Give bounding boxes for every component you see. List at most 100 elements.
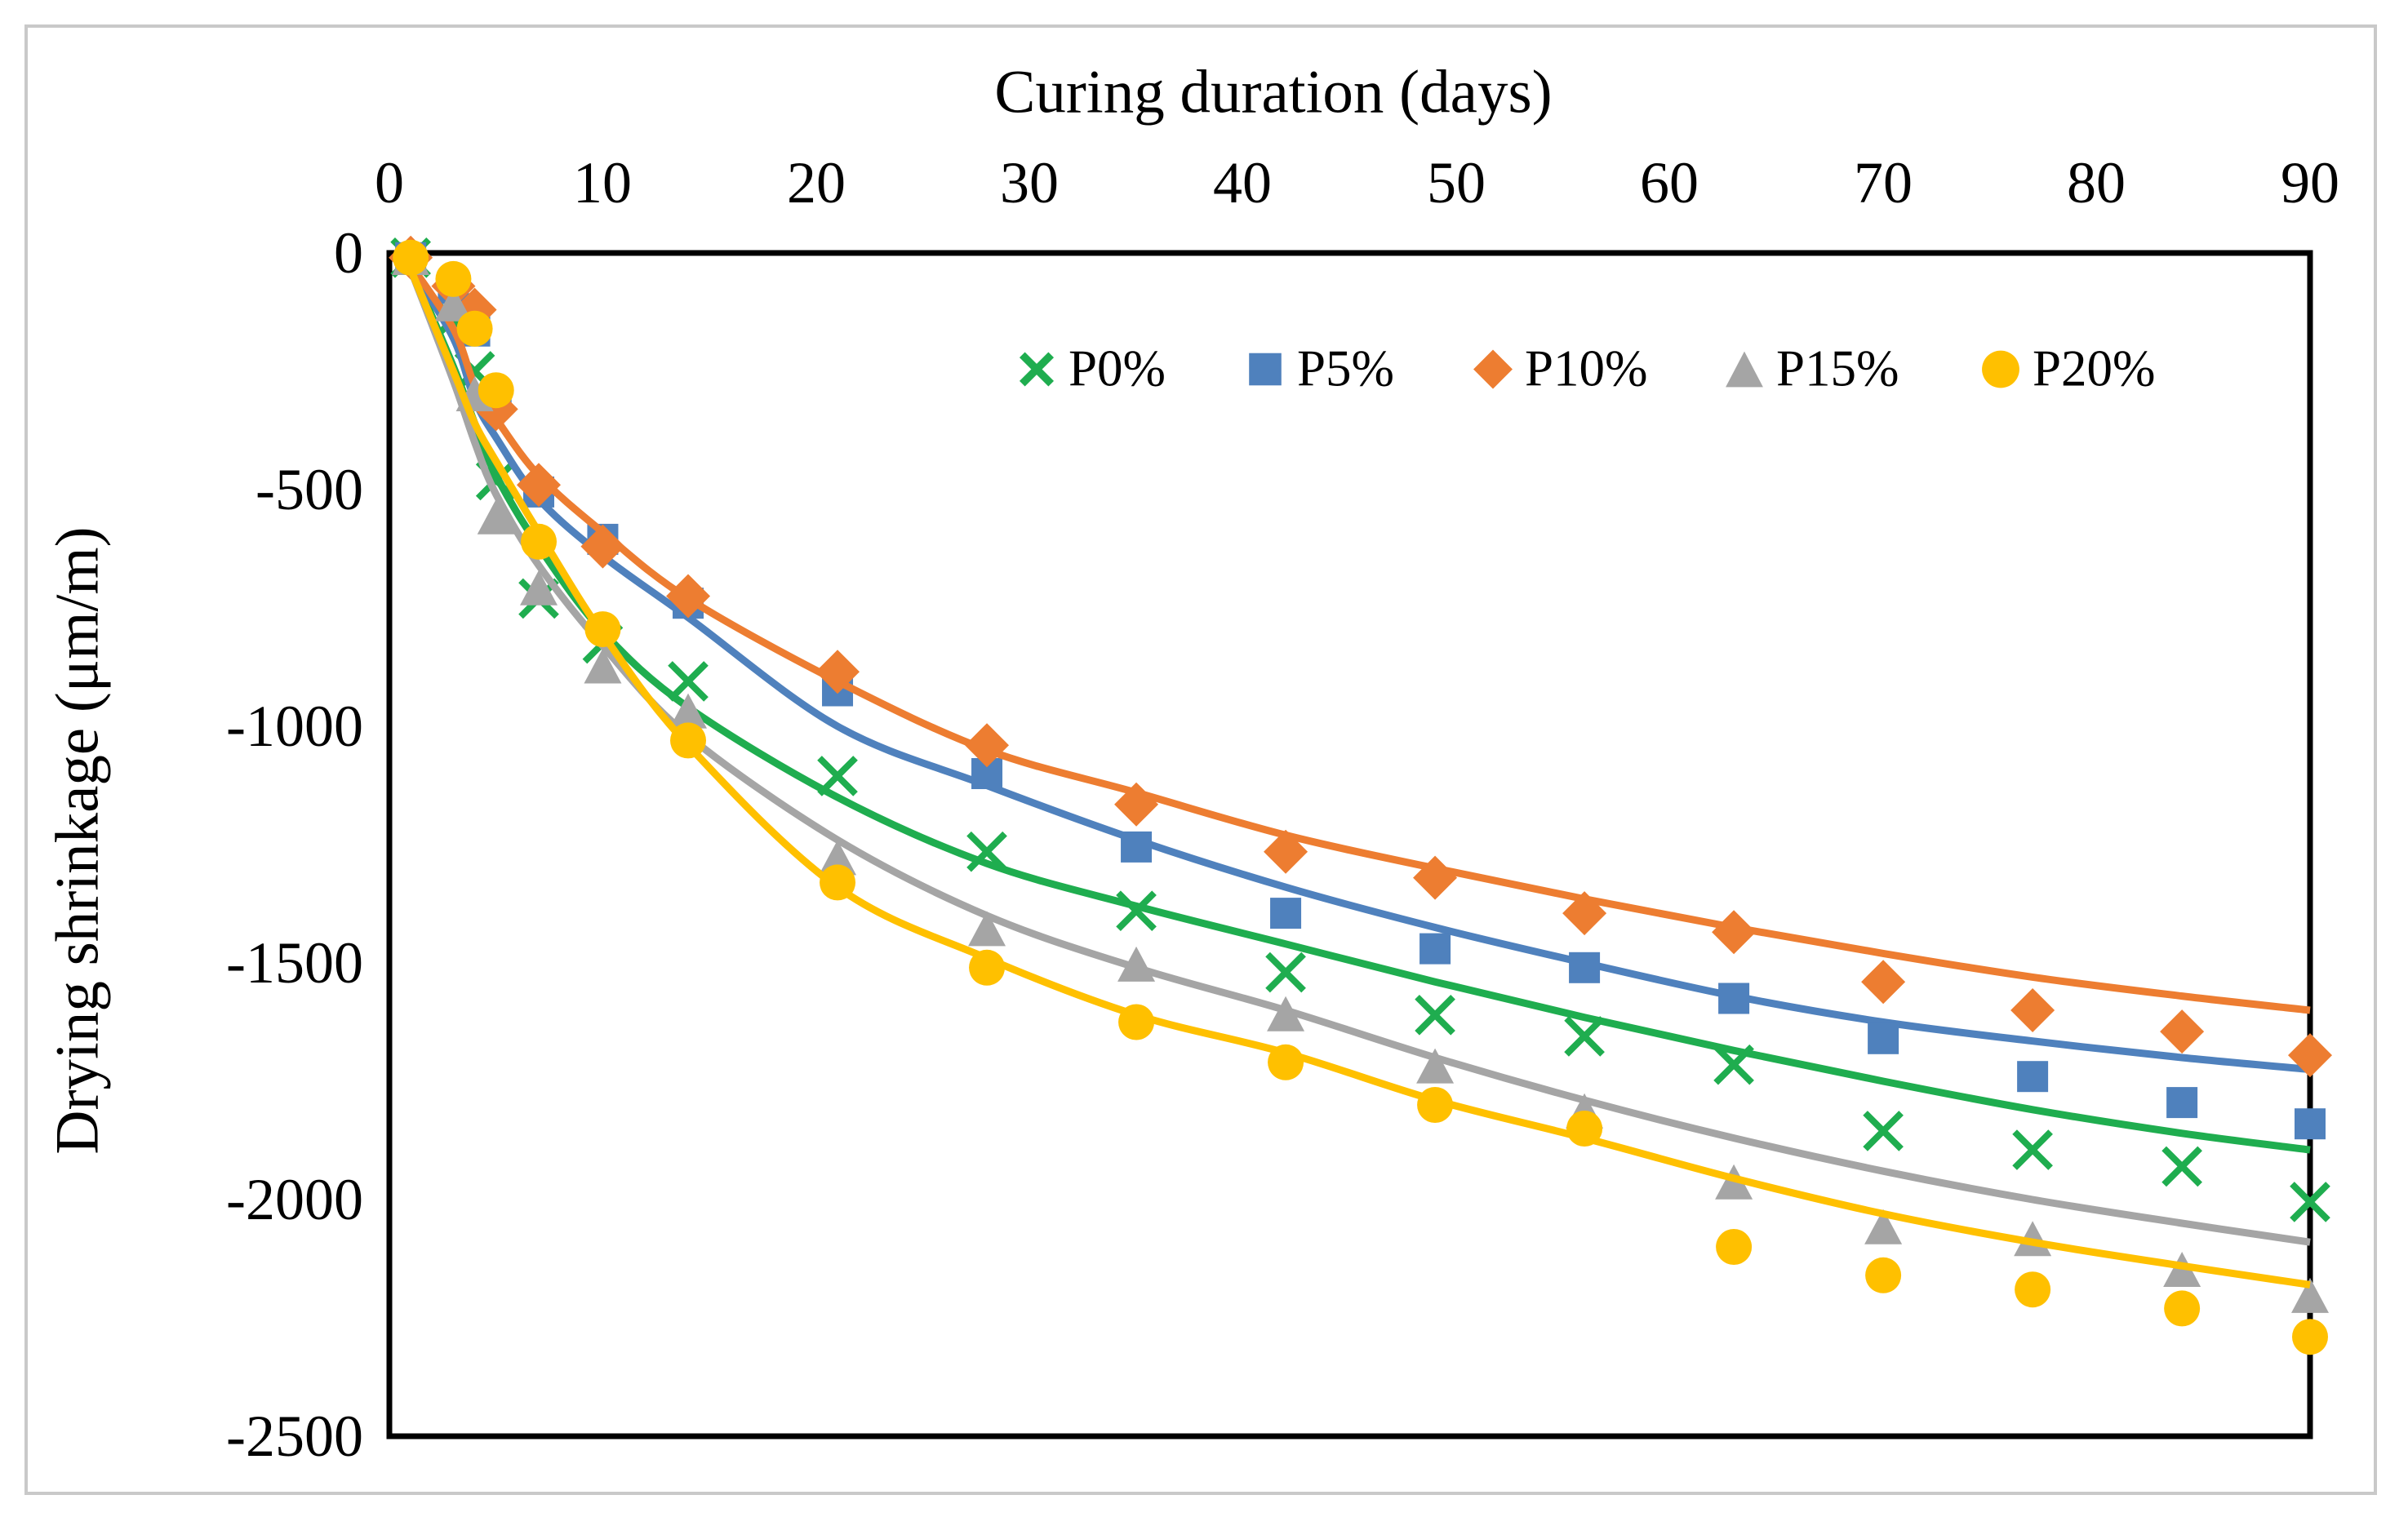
circle-marker — [1865, 1257, 1902, 1293]
circle-marker — [456, 310, 493, 347]
series-P20% — [393, 239, 2328, 1355]
circle-marker — [820, 864, 856, 901]
x-marker — [2012, 1129, 2053, 1170]
legend-item-p0: P0% — [1016, 339, 1166, 397]
triangle-marker — [968, 911, 1006, 947]
diamond-marker — [1264, 829, 1308, 874]
circle-marker — [1566, 1111, 1603, 1147]
square-marker — [2295, 1108, 2326, 1140]
plot-border — [386, 250, 2313, 1439]
y-tick-label-0: 0 — [334, 220, 363, 286]
trendline-P0% — [407, 265, 2311, 1154]
square-marker — [2017, 1061, 2049, 1093]
x-marker-icon — [1019, 351, 1055, 387]
diamond-marker — [1861, 960, 1906, 1005]
square-marker — [1718, 983, 1750, 1014]
diamond-marker — [666, 574, 711, 619]
circle-marker — [393, 239, 429, 276]
square-marker — [1569, 952, 1601, 983]
y-tick-label-n2500: -2500 — [226, 1404, 363, 1469]
circle-marker — [478, 372, 514, 409]
circle-marker — [1716, 1229, 1753, 1265]
circle-marker — [2015, 1271, 2051, 1308]
x-axis-title: Curing duration (days) — [994, 58, 1553, 126]
triangle-marker — [1864, 1209, 1903, 1244]
trendline-P10% — [407, 262, 2311, 1014]
circle-marker — [584, 611, 621, 648]
diamond-marker — [965, 723, 1010, 768]
legend-item-p10: P10% — [1473, 339, 1648, 397]
x-tick-label-40: 40 — [1213, 150, 1272, 215]
x-tick-label-20: 20 — [787, 150, 846, 215]
x-tick-label-60: 60 — [1640, 150, 1699, 215]
square-marker — [1270, 898, 1302, 929]
legend-item-p20: P20% — [1980, 343, 2156, 395]
x-tick-label-70: 70 — [1854, 150, 1913, 215]
triangle-marker — [1117, 946, 1156, 982]
triangle-marker — [1267, 996, 1305, 1031]
diamond-marker-icon — [1473, 349, 1513, 388]
circle-marker — [670, 722, 707, 759]
diamond-marker — [2160, 1009, 2205, 1054]
x-marker — [1116, 890, 1157, 932]
triangle-marker-icon — [1726, 351, 1763, 387]
x-tick-label-50: 50 — [1427, 150, 1486, 215]
diamond-marker — [580, 524, 625, 569]
x-marker — [2290, 1182, 2330, 1222]
triangle-marker — [584, 648, 622, 684]
square-marker — [1419, 933, 1451, 965]
triangle-marker — [434, 286, 473, 322]
circle-marker — [1268, 1044, 1304, 1080]
y-tick-label-n1500: -1500 — [226, 930, 363, 996]
x-marker — [966, 831, 1007, 872]
circle-marker — [2164, 1290, 2201, 1327]
triangle-marker — [2291, 1277, 2329, 1313]
diamond-marker — [1413, 855, 1458, 900]
square-marker — [1121, 831, 1153, 863]
diamond-marker — [2010, 988, 2055, 1032]
x-marker — [668, 661, 709, 702]
diamond-marker — [1712, 910, 1757, 955]
square-marker — [1868, 1023, 1899, 1054]
x-marker — [1564, 1016, 1605, 1057]
circle-marker — [521, 523, 558, 560]
x-marker — [1265, 952, 1306, 993]
x-marker — [817, 756, 858, 796]
y-tick-label-n2000: -2000 — [226, 1167, 363, 1232]
diamond-marker — [1562, 891, 1607, 936]
x-tick-label-80: 80 — [2067, 150, 2126, 215]
y-axis-title: Drying shrinkage (μm/m) — [43, 526, 112, 1155]
legend-label-p10: P10% — [1525, 339, 1648, 397]
figure-border — [24, 24, 2377, 1495]
x-marker — [2161, 1146, 2202, 1187]
triangle-marker — [819, 840, 857, 876]
square-marker-icon — [1249, 353, 1282, 385]
series-P10% — [389, 235, 2332, 1078]
x-marker — [1415, 994, 1455, 1036]
circle-marker-icon — [1982, 350, 2019, 388]
legend-item-p15: P15% — [1724, 339, 1899, 397]
triangle-marker — [477, 499, 515, 535]
diamond-marker — [517, 463, 562, 508]
diamond-marker — [1114, 782, 1159, 827]
x-tick-label-30: 30 — [1000, 150, 1059, 215]
x-marker — [1863, 1111, 1904, 1151]
diamond-marker — [2288, 1033, 2332, 1078]
x-tick-label-10: 10 — [573, 150, 632, 215]
y-tick-label-n1000: -1000 — [226, 694, 363, 759]
square-marker — [2166, 1087, 2198, 1119]
circle-marker — [1417, 1087, 1454, 1123]
x-marker — [1713, 1044, 1754, 1085]
circle-marker — [969, 949, 1006, 986]
x-tick-label-90: 90 — [2281, 150, 2339, 215]
circle-marker — [2292, 1319, 2328, 1355]
legend-label-p5: P5% — [1297, 339, 1395, 397]
legend-item-p5: P5% — [1245, 339, 1395, 397]
legend-label-p0: P0% — [1068, 339, 1166, 397]
triangle-marker — [1416, 1048, 1455, 1084]
trendline-P20% — [407, 268, 2311, 1289]
y-tick-label-n500: -500 — [255, 457, 363, 522]
legend-label-p15: P15% — [1776, 339, 1899, 397]
